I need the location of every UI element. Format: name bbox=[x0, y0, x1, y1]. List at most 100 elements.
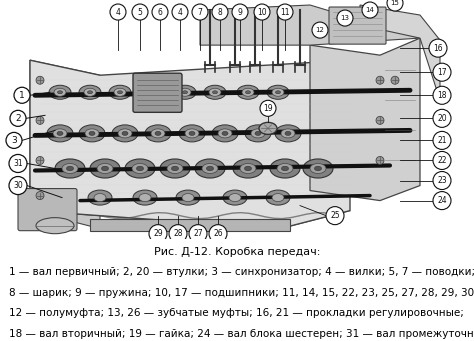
Circle shape bbox=[36, 192, 44, 199]
Polygon shape bbox=[310, 38, 420, 201]
Ellipse shape bbox=[151, 129, 165, 138]
Ellipse shape bbox=[207, 166, 213, 171]
Circle shape bbox=[172, 4, 188, 20]
Text: 24: 24 bbox=[437, 196, 447, 205]
Ellipse shape bbox=[282, 166, 289, 171]
Circle shape bbox=[9, 154, 27, 173]
Text: 20: 20 bbox=[437, 114, 447, 123]
Polygon shape bbox=[30, 60, 100, 229]
Circle shape bbox=[9, 177, 27, 195]
Ellipse shape bbox=[212, 91, 218, 94]
Text: 22: 22 bbox=[437, 156, 447, 165]
Circle shape bbox=[391, 76, 399, 84]
Text: 17: 17 bbox=[437, 68, 447, 77]
Text: 28: 28 bbox=[173, 229, 183, 238]
Ellipse shape bbox=[218, 129, 232, 138]
Ellipse shape bbox=[101, 166, 109, 171]
Ellipse shape bbox=[57, 91, 63, 94]
Ellipse shape bbox=[223, 190, 247, 205]
Ellipse shape bbox=[237, 85, 259, 99]
Ellipse shape bbox=[281, 129, 295, 138]
Circle shape bbox=[36, 76, 44, 84]
Text: 3: 3 bbox=[11, 136, 17, 145]
Ellipse shape bbox=[251, 129, 265, 138]
Circle shape bbox=[14, 87, 30, 103]
Ellipse shape bbox=[132, 163, 148, 174]
Circle shape bbox=[110, 4, 126, 20]
Ellipse shape bbox=[88, 190, 112, 205]
Ellipse shape bbox=[153, 91, 157, 94]
Ellipse shape bbox=[174, 85, 196, 99]
Ellipse shape bbox=[109, 85, 131, 99]
Circle shape bbox=[212, 4, 228, 20]
Ellipse shape bbox=[185, 129, 199, 138]
Circle shape bbox=[433, 151, 451, 169]
Ellipse shape bbox=[179, 88, 191, 96]
FancyBboxPatch shape bbox=[18, 189, 77, 231]
Circle shape bbox=[36, 157, 44, 164]
Ellipse shape bbox=[84, 88, 96, 96]
Ellipse shape bbox=[62, 163, 78, 174]
Ellipse shape bbox=[88, 91, 92, 94]
Ellipse shape bbox=[303, 159, 333, 178]
Text: 26: 26 bbox=[213, 229, 223, 238]
Circle shape bbox=[433, 192, 451, 210]
Ellipse shape bbox=[270, 159, 300, 178]
Text: 8: 8 bbox=[218, 8, 222, 16]
Text: 29: 29 bbox=[153, 229, 163, 238]
Ellipse shape bbox=[266, 190, 290, 205]
Text: 1 — вал первичный; 2, 20 — втулки; 3 — синхронизатор; 4 — вилки; 5, 7 — поводки;: 1 — вал первичный; 2, 20 — втулки; 3 — с… bbox=[9, 267, 474, 277]
Ellipse shape bbox=[125, 159, 155, 178]
Text: 9: 9 bbox=[237, 8, 242, 16]
Ellipse shape bbox=[259, 122, 277, 134]
Ellipse shape bbox=[179, 125, 205, 142]
Circle shape bbox=[169, 225, 187, 243]
Ellipse shape bbox=[310, 163, 326, 174]
Circle shape bbox=[376, 157, 384, 164]
Ellipse shape bbox=[90, 159, 120, 178]
Ellipse shape bbox=[222, 131, 228, 135]
Ellipse shape bbox=[97, 163, 113, 174]
Circle shape bbox=[6, 132, 22, 148]
Ellipse shape bbox=[66, 166, 73, 171]
Text: 19: 19 bbox=[263, 104, 273, 113]
Circle shape bbox=[362, 2, 378, 18]
Ellipse shape bbox=[118, 129, 132, 138]
Circle shape bbox=[254, 4, 270, 20]
Circle shape bbox=[36, 116, 44, 124]
Ellipse shape bbox=[122, 131, 128, 135]
Text: 16: 16 bbox=[433, 44, 443, 53]
Ellipse shape bbox=[209, 88, 221, 96]
Text: 1: 1 bbox=[19, 91, 25, 100]
Ellipse shape bbox=[315, 166, 321, 171]
Bar bbox=[90, 219, 290, 231]
Polygon shape bbox=[30, 60, 350, 229]
Circle shape bbox=[433, 86, 451, 104]
Ellipse shape bbox=[182, 194, 194, 202]
Ellipse shape bbox=[267, 85, 289, 99]
Ellipse shape bbox=[85, 129, 99, 138]
FancyBboxPatch shape bbox=[133, 73, 182, 112]
Ellipse shape bbox=[189, 131, 195, 135]
Circle shape bbox=[132, 4, 148, 20]
Circle shape bbox=[232, 4, 248, 20]
Circle shape bbox=[433, 109, 451, 128]
Text: 21: 21 bbox=[437, 136, 447, 145]
Ellipse shape bbox=[204, 85, 226, 99]
Ellipse shape bbox=[49, 85, 71, 99]
Ellipse shape bbox=[160, 159, 190, 178]
Circle shape bbox=[149, 225, 167, 243]
Ellipse shape bbox=[240, 163, 256, 174]
Ellipse shape bbox=[233, 159, 263, 178]
Circle shape bbox=[337, 10, 353, 26]
Ellipse shape bbox=[79, 85, 101, 99]
Polygon shape bbox=[360, 5, 440, 100]
Ellipse shape bbox=[176, 190, 200, 205]
Ellipse shape bbox=[275, 125, 301, 142]
Circle shape bbox=[433, 63, 451, 81]
Text: 18 — вал вторичный; 19 — гайка; 24 — вал блока шестерен; 31 — вал промежуточный.: 18 — вал вторичный; 19 — гайка; 24 — вал… bbox=[9, 329, 474, 339]
Text: 8 — шарик; 9 — пружина; 10, 17 — подшипники; 11, 14, 15, 22, 23, 25, 27, 28, 29,: 8 — шарик; 9 — пружина; 10, 17 — подшипн… bbox=[9, 288, 474, 298]
Text: Рис. Д-12. Коробка передач:: Рис. Д-12. Коробка передач: bbox=[154, 247, 320, 257]
Text: 4: 4 bbox=[178, 8, 182, 16]
Ellipse shape bbox=[149, 88, 161, 96]
